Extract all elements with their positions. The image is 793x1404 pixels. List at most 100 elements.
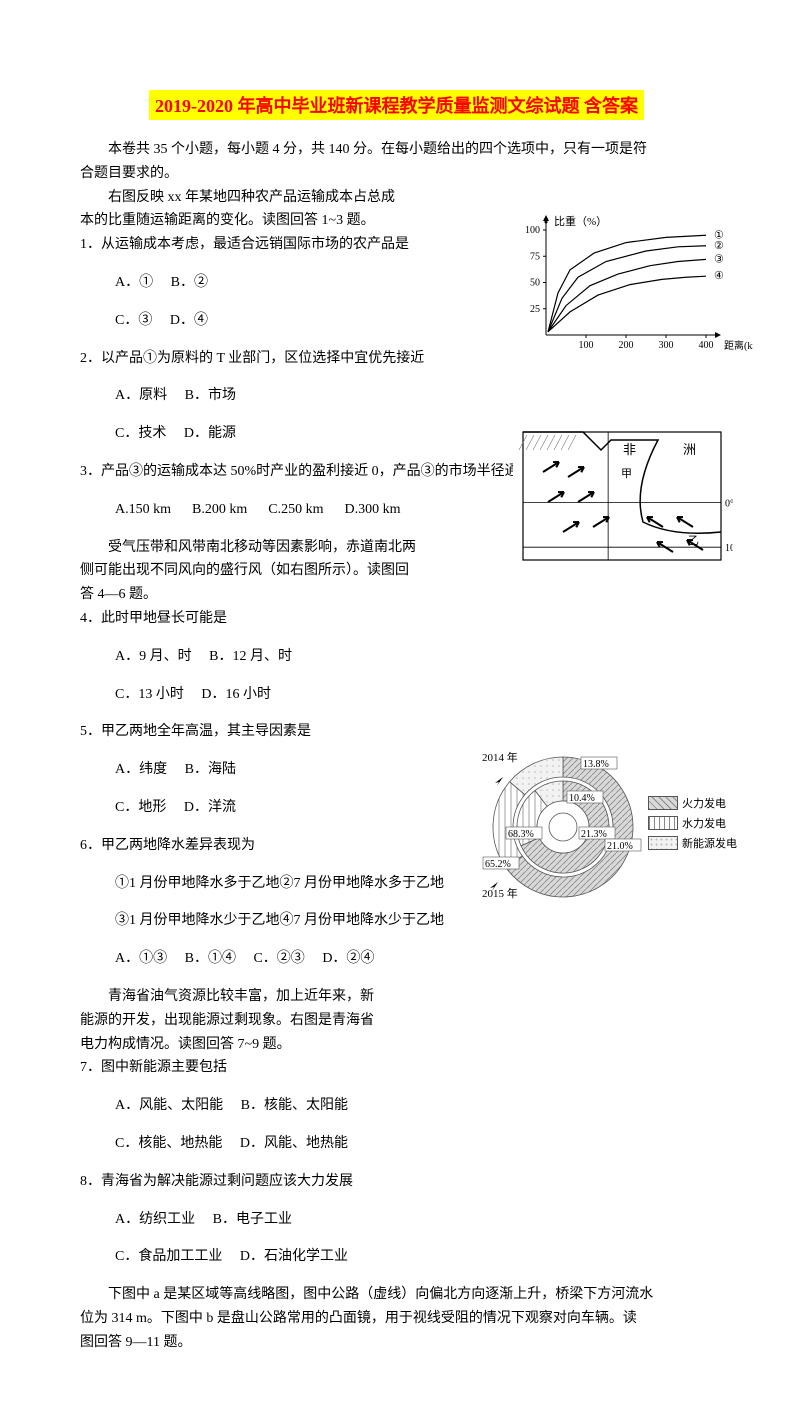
svg-text:③: ③: [714, 253, 724, 265]
svg-text:2014 年: 2014 年: [482, 750, 518, 764]
q8-c: C．食品加工工业: [115, 1249, 222, 1264]
ctx3-l2: 能源的开发，出现能源过剩现象。右图是青海省: [80, 1009, 713, 1033]
donut-svg: 13.8%10.4%21.3%21.0%68.3%65.2%2014 年2015…: [478, 745, 648, 905]
svg-text:200: 200: [619, 340, 634, 351]
legend-fire: 火力发电: [648, 795, 737, 811]
q7-c: C．核能、地热能: [115, 1136, 222, 1151]
q3-a: A.150 km: [115, 502, 171, 517]
q7-b: B．核能、太阳能: [241, 1098, 348, 1113]
svg-text:75: 75: [530, 251, 540, 262]
ctx4-l1: 下图中 a 是某区域等高线略图，图中公路（虚线）向偏北方向逐渐上升，桥梁下方河流…: [80, 1283, 713, 1307]
q4-row2: C．13 小时 D．16 小时: [80, 683, 713, 707]
q5-c: C．地形: [115, 800, 166, 815]
svg-text:100: 100: [525, 225, 540, 236]
figure-donut: 13.8%10.4%21.3%21.0%68.3%65.2%2014 年2015…: [478, 745, 738, 905]
q5-b: B．海陆: [185, 762, 236, 777]
q8-b: B．电子工业: [213, 1212, 292, 1227]
q8-row2: C．食品加工工业 D．石油化学工业: [80, 1245, 713, 1269]
q6-a: A．①③: [115, 951, 167, 966]
svg-text:②: ②: [714, 240, 724, 252]
q5-d: D．洋流: [184, 800, 236, 815]
q2-c: C．技术: [115, 426, 166, 441]
ctx4-l3: 图回答 9—11 题。: [80, 1331, 713, 1355]
q7-stem: 7．图中新能源主要包括: [80, 1056, 713, 1080]
intro-p3: 右图反映 xx 年某地四种农产品运输成本占总成: [80, 186, 713, 210]
ctx2-l3: 答 4—6 题。: [80, 583, 713, 607]
page-title: 2019-2020 年高中毕业班新课程教学质量监测文综试题 含答案: [149, 90, 644, 120]
q8-d: D．石油化学工业: [240, 1249, 348, 1264]
q7-d: D．风能、地热能: [240, 1136, 348, 1151]
svg-text:洲: 洲: [683, 442, 696, 457]
intro-p2: 合题目要求的。: [80, 162, 713, 186]
q6-c: C．②③: [253, 951, 304, 966]
q4-b: B．12 月、时: [209, 649, 292, 664]
svg-text:68.3%: 68.3%: [508, 829, 534, 840]
intro-p1: 本卷共 35 个小题，每小题 4 分，共 140 分。在每小题给出的四个选项中，…: [80, 138, 713, 162]
svg-text:比重（%）: 比重（%）: [554, 214, 607, 228]
q7-a: A．风能、太阳能: [115, 1098, 223, 1113]
q4-d: D．16 小时: [201, 687, 271, 702]
q1-d: D．④: [170, 313, 208, 328]
svg-text:甲: 甲: [621, 468, 632, 480]
q2-a: A．原料: [115, 388, 167, 403]
q4: 4．此时甲地昼长可能是 A．9 月、时 B．12 月、时 C．13 小时 D．1…: [80, 607, 713, 706]
exam-page: 2019-2020 年高中毕业班新课程教学质量监测文综试题 含答案 本卷共 35…: [0, 0, 793, 1404]
svg-text:10°: 10°: [725, 543, 733, 554]
q2-b: B．市场: [185, 388, 236, 403]
q8-a: A．纺织工业: [115, 1212, 195, 1227]
svg-text:2015 年: 2015 年: [482, 886, 518, 900]
donut-legend: 火力发电 水力发电 新能源发电: [648, 795, 737, 855]
q6-b: B．①④: [185, 951, 236, 966]
q6-l2: ③1 月份甲地降水少于乙地④7 月份甲地降水少于乙地: [80, 909, 713, 933]
q3-b: B.200 km: [192, 502, 247, 517]
ctx3-l1: 青海省油气资源比较丰富，加上近年来，新: [80, 985, 713, 1009]
svg-text:④: ④: [714, 270, 724, 282]
q2-d: D．能源: [184, 426, 236, 441]
q7-row2: C．核能、地热能 D．风能、地热能: [80, 1132, 713, 1156]
legend-new: 新能源发电: [648, 835, 737, 851]
ctx3-l3: 电力构成情况。读图回答 7~9 题。: [80, 1033, 713, 1057]
q1-a: A．①: [115, 275, 153, 290]
svg-text:400: 400: [699, 340, 714, 351]
q3-c: C.250 km: [268, 502, 323, 517]
figure-map: 0°10°非洲甲乙: [513, 420, 733, 570]
q4-c: C．13 小时: [115, 687, 184, 702]
ctx4-l2: 位为 314 m。下图中 b 是盘山公路常用的凸面镜，用于视线受阻的情况下观察对…: [80, 1307, 713, 1331]
legend-hydro: 水力发电: [648, 815, 737, 831]
q5-a: A．纬度: [115, 762, 167, 777]
q1-b: B．②: [171, 275, 208, 290]
q7: 7．图中新能源主要包括 A．风能、太阳能 B．核能、太阳能 C．核能、地热能 D…: [80, 1056, 713, 1155]
swatch-new: [648, 836, 678, 850]
line-chart-svg: 比重（%）255075100100200300400距离(km)①②③④: [508, 210, 753, 360]
q8-stem: 8．青海省为解决能源过剩问题应该大力发展: [80, 1170, 713, 1194]
swatch-hydro: [648, 816, 678, 830]
q5-stem: 5．甲乙两地全年高温，其主导因素是: [80, 720, 713, 744]
svg-text:0°: 0°: [725, 498, 733, 509]
legend-fire-label: 火力发电: [682, 795, 726, 811]
q6-d: D．②④: [322, 951, 374, 966]
q3-d: D.300 km: [344, 502, 400, 517]
q4-row1: A．9 月、时 B．12 月、时: [80, 645, 713, 669]
q2-row1: A．原料 B．市场: [80, 384, 713, 408]
swatch-fire: [648, 796, 678, 810]
svg-text:300: 300: [659, 340, 674, 351]
title-wrap: 2019-2020 年高中毕业班新课程教学质量监测文综试题 含答案: [80, 90, 713, 138]
q4-stem: 4．此时甲地昼长可能是: [80, 607, 713, 631]
svg-text:距离(km): 距离(km): [724, 339, 753, 352]
q7-row1: A．风能、太阳能 B．核能、太阳能: [80, 1094, 713, 1118]
svg-text:25: 25: [530, 304, 540, 315]
svg-text:13.8%: 13.8%: [583, 759, 609, 770]
svg-text:21.0%: 21.0%: [607, 841, 633, 852]
legend-hydro-label: 水力发电: [682, 815, 726, 831]
svg-text:100: 100: [579, 340, 594, 351]
svg-text:21.3%: 21.3%: [581, 829, 607, 840]
svg-text:50: 50: [530, 278, 540, 289]
q4-a: A．9 月、时: [115, 649, 192, 664]
svg-text:65.2%: 65.2%: [485, 859, 511, 870]
map-svg: 0°10°非洲甲乙: [513, 420, 733, 570]
q8: 8．青海省为解决能源过剩问题应该大力发展 A．纺织工业 B．电子工业 C．食品加…: [80, 1170, 713, 1269]
figure-line-chart: 比重（%）255075100100200300400距离(km)①②③④: [508, 210, 753, 360]
q1-c: C．③: [115, 313, 152, 328]
q8-row1: A．纺织工业 B．电子工业: [80, 1208, 713, 1232]
q6-opts: A．①③ B．①④ C．②③ D．②④: [80, 947, 713, 971]
